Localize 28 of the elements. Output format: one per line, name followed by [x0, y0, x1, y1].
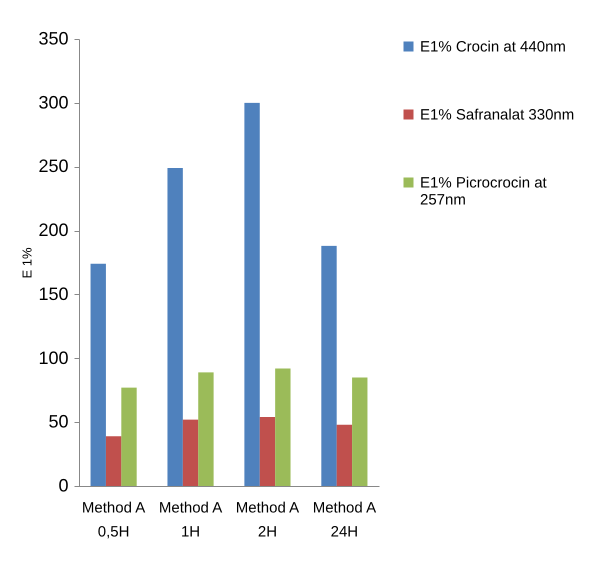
y-tick-label: 250 [38, 156, 68, 176]
y-tick-label: 350 [38, 28, 68, 48]
x-tick-label: Method A 0,5H [82, 500, 146, 540]
y-tick-label: 300 [38, 92, 68, 112]
y-tick-label: 0 [58, 476, 68, 496]
bar [260, 417, 276, 486]
y-tick-label: 100 [38, 348, 68, 368]
bar [106, 436, 122, 486]
bar [352, 377, 368, 486]
y-tick-label: 150 [38, 284, 68, 304]
bar [90, 264, 106, 486]
bar [336, 424, 352, 486]
y-axis-title: E 1% [19, 247, 34, 279]
bar [121, 388, 137, 486]
y-tick-label: 200 [38, 220, 68, 240]
bar [244, 102, 260, 486]
x-tick-label: Method A 1H [158, 500, 222, 540]
legend-label: E1% Safranalat 330nm [420, 106, 574, 124]
legend-label: E1% Picrocrocin at 257nm [420, 174, 548, 208]
legend-label: E1% Crocin at 440nm [420, 38, 566, 56]
y-tick-label: 50 [48, 412, 68, 432]
x-tick-label: Method A 24H [312, 500, 376, 540]
bar [198, 372, 214, 486]
bar [167, 168, 183, 486]
x-tick-label: Method A 2H [236, 500, 300, 540]
bar [321, 246, 337, 486]
bar [275, 368, 291, 486]
bar [182, 420, 198, 486]
